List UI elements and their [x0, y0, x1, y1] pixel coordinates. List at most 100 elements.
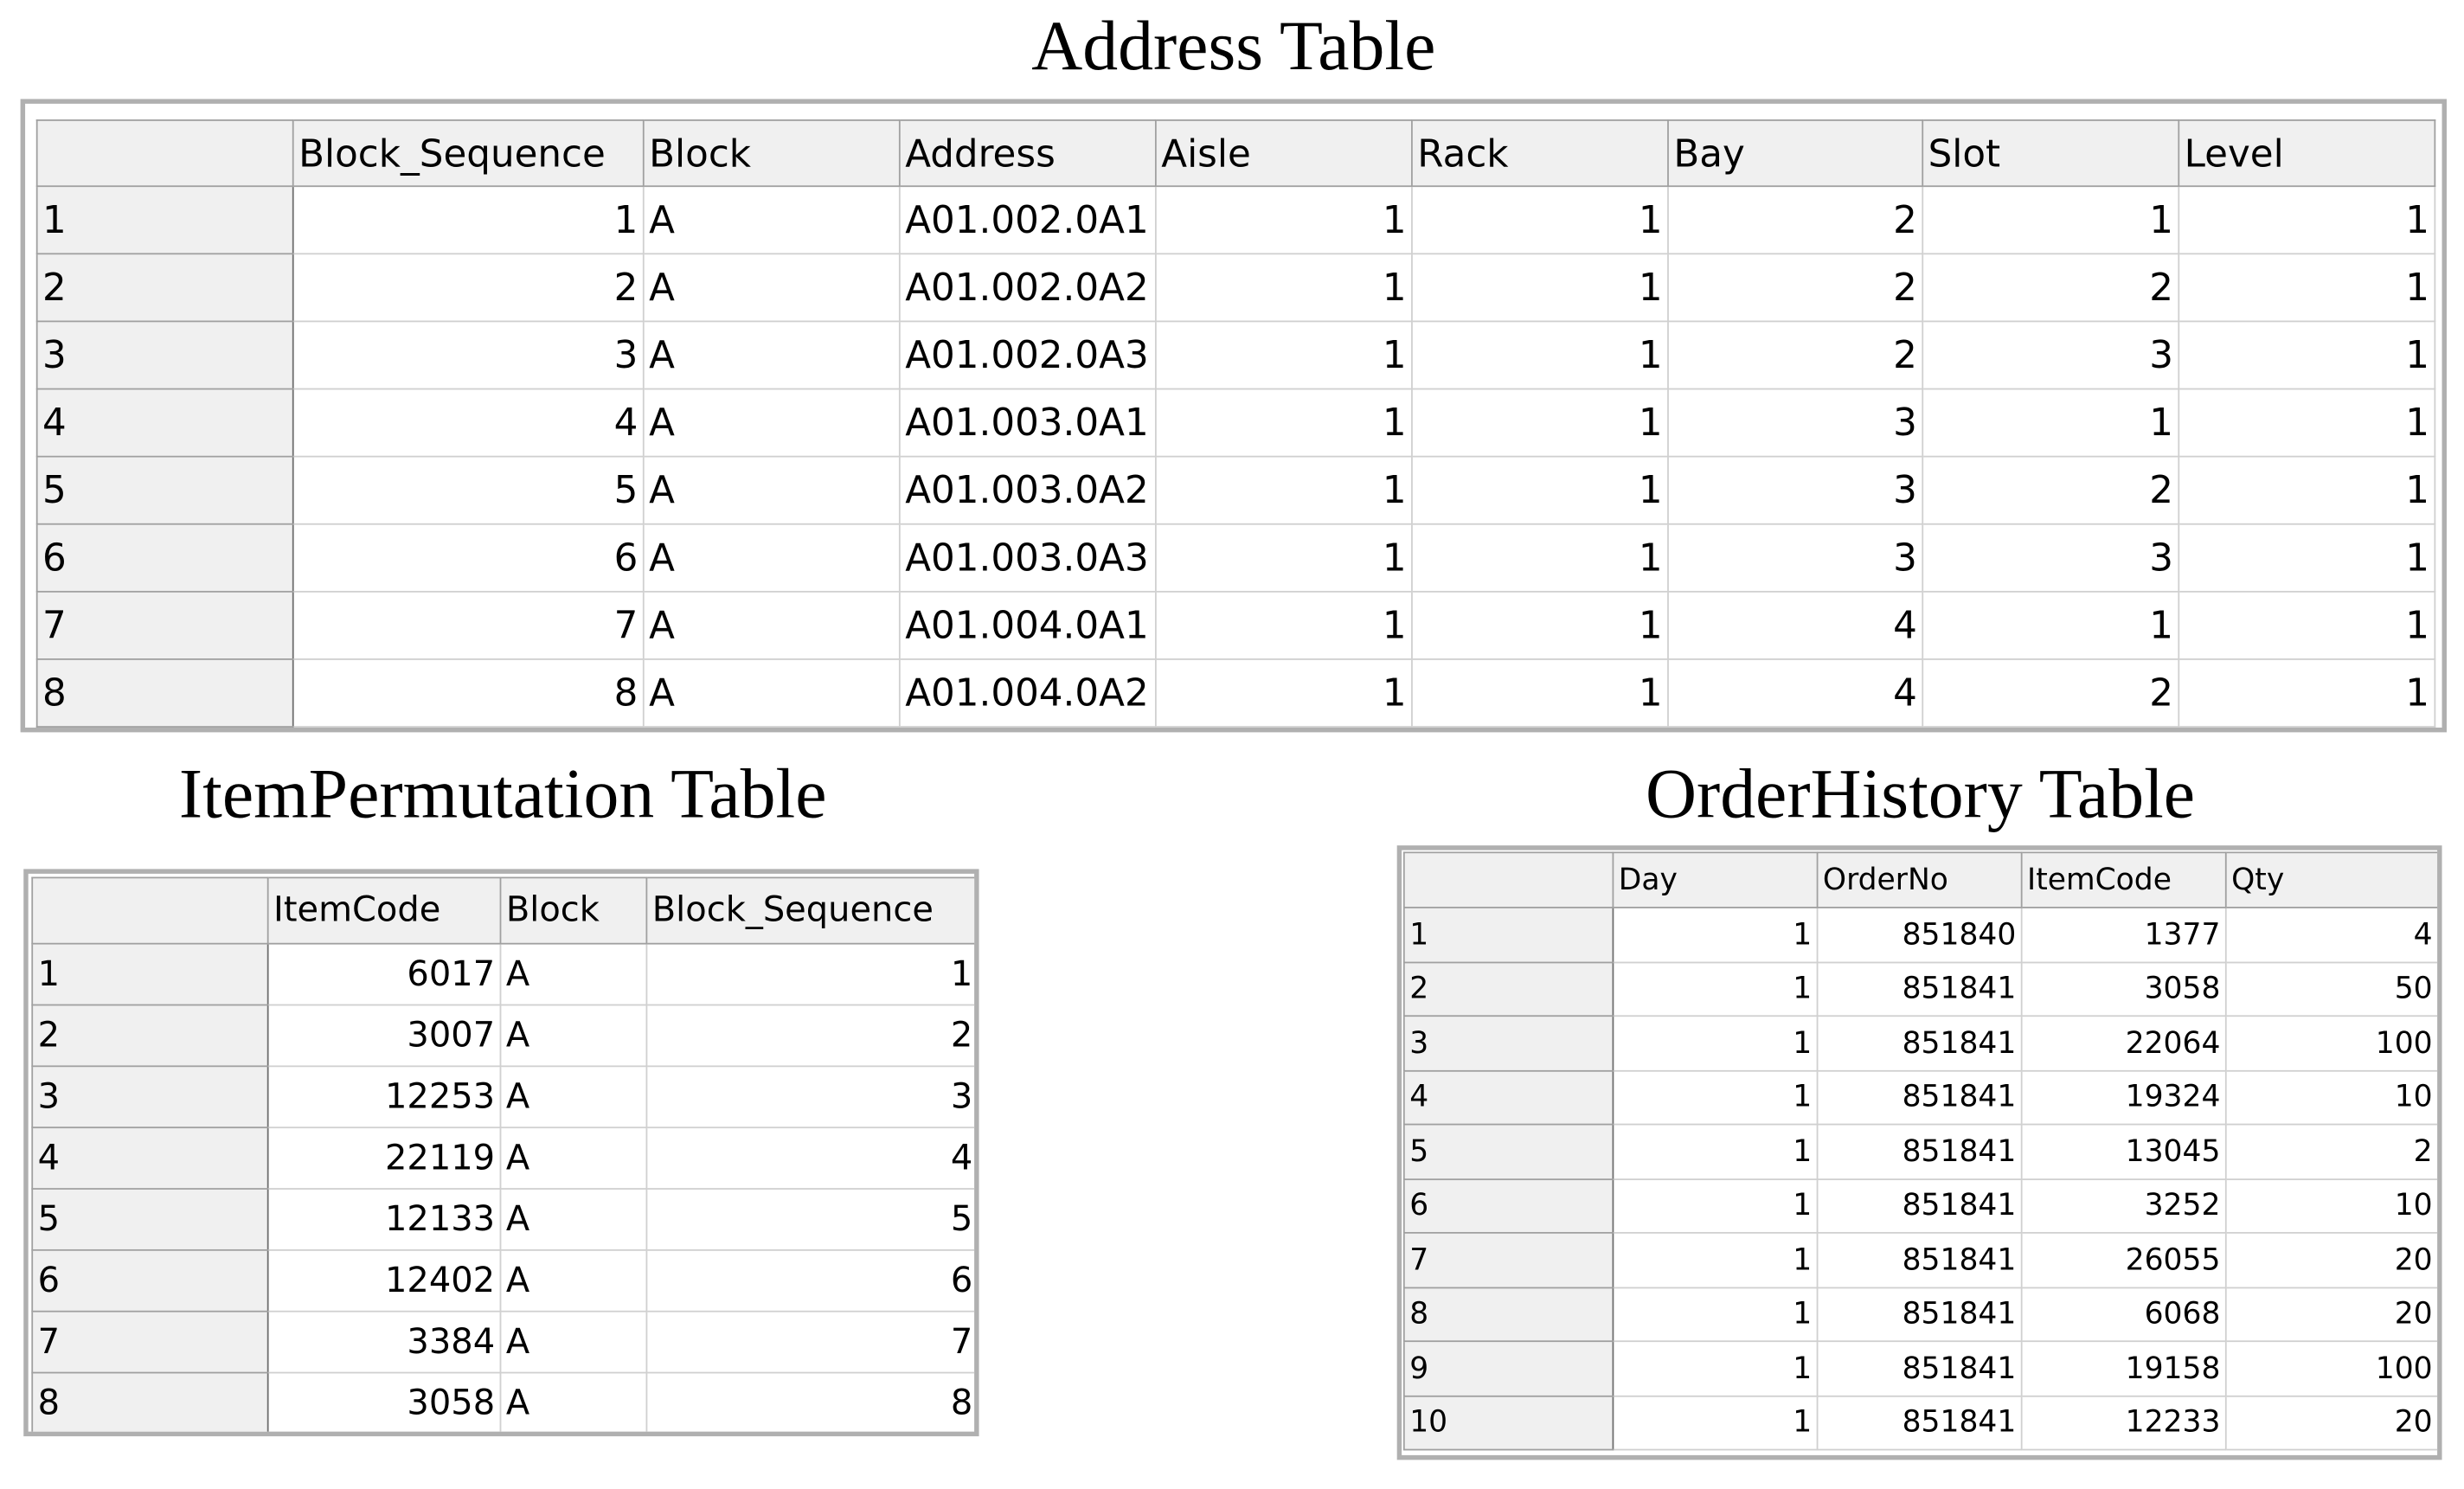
cell: 851841: [1816, 1394, 2023, 1451]
cell: 1: [1411, 658, 1669, 728]
row-header: 7: [35, 590, 294, 660]
column-header: Block_Sequence: [292, 119, 645, 188]
table-row: 5 5 A A01.003.0A2 1 1 3 2 1: [35, 455, 2436, 525]
cell: A01.003.0A1: [898, 388, 1157, 458]
cell: 20: [2224, 1394, 2438, 1451]
cell: 12133: [266, 1188, 502, 1251]
column-header: OrderNo: [1816, 851, 2023, 908]
column-header: Slot: [1922, 119, 2180, 188]
corner-cell: [1402, 851, 1614, 908]
table-row: 7 3384 A 7: [31, 1310, 975, 1374]
row-header: 8: [31, 1371, 269, 1432]
cell: 851841: [1816, 1178, 2023, 1234]
column-header: Block: [642, 119, 901, 188]
table-row: 1 1 A A01.002.0A1 1 1 2 1 1: [35, 185, 2436, 255]
table-title: Address Table: [1031, 6, 1436, 86]
cell: 3007: [266, 1004, 502, 1068]
table-frame: Block_Sequence Block Address Aisle Rack Bay Sl…: [20, 99, 2447, 733]
cell: 20: [2224, 1231, 2438, 1288]
table-row: 2 2 A A01.002.0A2 1 1 2 2 1: [35, 253, 2436, 323]
table-row: 7 1 851841 26055 20: [1402, 1231, 2438, 1288]
cell: 3384: [266, 1310, 502, 1374]
cell: A01.002.0A3: [898, 320, 1157, 390]
cell: 1: [1612, 1069, 1819, 1126]
column-header: Aisle: [1154, 119, 1413, 188]
cell: A: [499, 1310, 648, 1374]
cell: 2: [1922, 658, 2180, 728]
row-header: 1: [35, 185, 294, 255]
cell: A: [499, 1126, 648, 1190]
cell: 851840: [1816, 907, 2023, 963]
table-row: 9 1 851841 19158 100: [1402, 1340, 2438, 1396]
corner-cell: [31, 876, 269, 945]
cell: 100: [2224, 1340, 2438, 1396]
row-header: 7: [1402, 1231, 1614, 1288]
cell: 1: [2178, 455, 2436, 525]
cell: A: [642, 455, 901, 525]
column-header: Bay: [1667, 119, 1924, 188]
cell: 1: [2178, 185, 2436, 255]
table-row: 2 1 851841 3058 50: [1402, 960, 2438, 1017]
cell: 1: [1922, 185, 2180, 255]
cell: A: [642, 590, 901, 660]
cell: 1: [1411, 253, 1669, 323]
table-title: OrderHistory Table: [1645, 754, 2196, 833]
cell: 19158: [2020, 1340, 2227, 1396]
cell: 7: [292, 590, 645, 660]
table-row: 5 12133 A 5: [31, 1188, 975, 1251]
cell: 2: [1667, 253, 1924, 323]
row-header: 7: [31, 1310, 269, 1374]
table-row: 2 3007 A 2: [31, 1004, 975, 1068]
cell: 851841: [1816, 1231, 2023, 1288]
cell: A: [499, 1371, 648, 1432]
cell: 2: [645, 1004, 975, 1068]
cell: 851841: [1816, 1340, 2023, 1396]
table-row: 4 1 851841 19324 10: [1402, 1069, 2438, 1126]
cell: 851841: [1816, 1123, 2023, 1180]
table-row: 1 1 851840 1377 4: [1402, 907, 2438, 963]
cell: A: [642, 658, 901, 728]
data-table: Day OrderNo ItemCode Qty 1 1 851840 1377 4 2 1 8518…: [1402, 851, 2438, 1451]
cell: 8: [645, 1371, 975, 1432]
row-header: 9: [1402, 1340, 1614, 1396]
table-row: 1 6017 A 1: [31, 942, 975, 1006]
corner-cell: [35, 119, 294, 188]
cell: A01.003.0A2: [898, 455, 1157, 525]
cell: 1: [1154, 320, 1413, 390]
cell: 8: [292, 658, 645, 728]
cell: 2: [1922, 253, 2180, 323]
row-header: 5: [35, 455, 294, 525]
cell: 3058: [266, 1371, 502, 1432]
header-row: Day OrderNo ItemCode Qty: [1402, 851, 2438, 908]
cell: 1: [1154, 253, 1413, 323]
cell: A: [642, 253, 901, 323]
table-row: 8 1 851841 6068 20: [1402, 1286, 2438, 1343]
cell: 1: [1612, 1015, 1819, 1071]
cell: 3058: [2020, 960, 2227, 1017]
column-header: ItemCode: [266, 876, 502, 945]
cell: 1: [1411, 388, 1669, 458]
table-row: 5 1 851841 13045 2: [1402, 1123, 2438, 1180]
row-header: 2: [1402, 960, 1614, 1017]
cell: 1: [1411, 590, 1669, 660]
cell: 1: [1411, 185, 1669, 255]
cell: 1: [2178, 253, 2436, 323]
table-row: 6 1 851841 3252 10: [1402, 1178, 2438, 1234]
cell: 851841: [1816, 1286, 2023, 1343]
cell: 1: [1612, 1340, 1819, 1396]
cell: 6: [292, 523, 645, 593]
cell: 1: [1154, 590, 1413, 660]
cell: 1: [1411, 523, 1669, 593]
row-header: 4: [35, 388, 294, 458]
cell: 1: [1922, 590, 2180, 660]
row-header: 4: [1402, 1069, 1614, 1126]
column-header: Rack: [1411, 119, 1669, 188]
cell: 1: [1922, 388, 2180, 458]
cell: 1: [2178, 320, 2436, 390]
row-header: 8: [1402, 1286, 1614, 1343]
cell: 10: [2224, 1069, 2438, 1126]
header-row: Block_Sequence Block Address Aisle Rack Bay Sl…: [35, 119, 2436, 188]
row-header: 5: [1402, 1123, 1614, 1180]
cell: 6: [645, 1248, 975, 1313]
cell: 3: [1922, 320, 2180, 390]
